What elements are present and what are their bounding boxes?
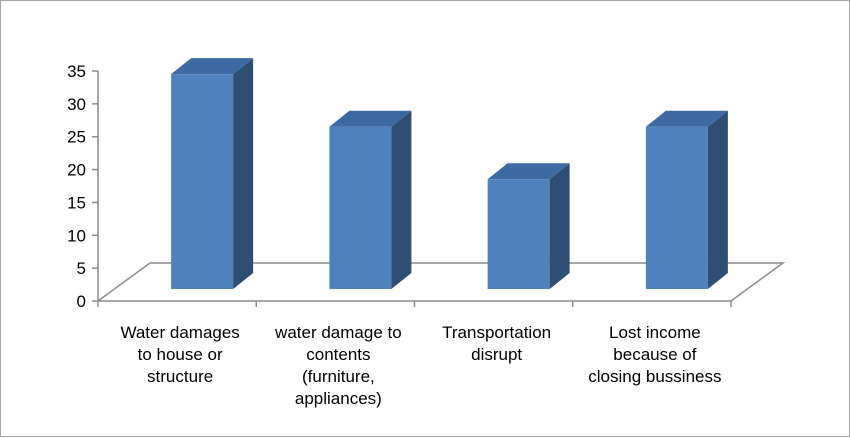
y-tick-label: 30 [67, 95, 86, 114]
x-category-label-line: Lost income [609, 323, 701, 342]
bar-top [487, 163, 570, 180]
bar-front [645, 126, 708, 289]
bar-top [645, 110, 728, 127]
bar-front [487, 179, 550, 289]
bar-side [707, 110, 728, 289]
x-category-label-line: to house or [138, 345, 223, 364]
x-category-label-line: contents [306, 345, 370, 364]
x-category-label-line: because of [613, 345, 696, 364]
bar-front [329, 126, 392, 289]
x-category-label: Water damages to house or structure [120, 323, 239, 386]
x-category-label-line: (furniture, [302, 367, 375, 386]
x-category-label-line: Transportation [442, 323, 551, 342]
x-category-label: water damage to contents (furniture, applia… [274, 323, 402, 408]
x-category-label-line: closing bussiness [588, 367, 721, 386]
y-tick-label: 15 [67, 193, 86, 212]
x-category-label: Lost income because of closing bussiness [588, 323, 721, 386]
chart-floor [97, 262, 786, 302]
bar-side [549, 163, 570, 289]
bar-top [171, 58, 254, 75]
bar [171, 58, 254, 290]
y-tick-label: 10 [67, 226, 86, 245]
y-tick-label: 25 [67, 128, 86, 147]
y-tick-label: 20 [67, 161, 86, 180]
bar-side [233, 58, 254, 290]
y-tick-label: 0 [77, 292, 86, 311]
y-tick-label: 35 [67, 62, 86, 81]
bar-front [171, 74, 234, 290]
x-category-label-line: Water damages [120, 323, 239, 342]
x-category-label-line: disrupt [471, 345, 522, 364]
bar [329, 110, 412, 289]
x-category-label-line: water damage to [274, 323, 402, 342]
bar-side [391, 110, 412, 289]
bar [645, 110, 728, 289]
bar-top [329, 110, 412, 127]
x-category-label: Transportation disrupt [442, 323, 551, 364]
y-tick-label: 5 [77, 259, 86, 278]
x-category-label-line: appliances) [295, 389, 382, 408]
bar [487, 163, 570, 289]
x-category-label-line: structure [147, 367, 213, 386]
